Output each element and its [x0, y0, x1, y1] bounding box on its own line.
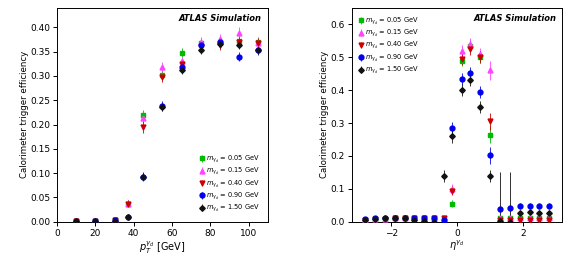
Legend: $m_{\gamma_d}$ = 0.05 GeV, $m_{\gamma_d}$ = 0.15 GeV, $m_{\gamma_d}$ = 0.40 GeV,: $m_{\gamma_d}$ = 0.05 GeV, $m_{\gamma_d}… [198, 152, 262, 216]
Text: ATLAS Simulation: ATLAS Simulation [178, 14, 262, 23]
X-axis label: $\eta^{\gamma_d}$: $\eta^{\gamma_d}$ [449, 239, 465, 253]
Y-axis label: Calorimeter trigger efficiency: Calorimeter trigger efficiency [19, 51, 29, 178]
Y-axis label: Calorimeter trigger efficiency: Calorimeter trigger efficiency [320, 51, 329, 178]
Legend: $m_{\gamma_d}$ = 0.05 GeV, $m_{\gamma_d}$ = 0.15 GeV, $m_{\gamma_d}$ = 0.40 GeV,: $m_{\gamma_d}$ = 0.05 GeV, $m_{\gamma_d}… [357, 13, 421, 78]
Text: ATLAS Simulation: ATLAS Simulation [473, 14, 556, 23]
X-axis label: $p_T^{\gamma_d}$ [GeV]: $p_T^{\gamma_d}$ [GeV] [139, 239, 186, 256]
